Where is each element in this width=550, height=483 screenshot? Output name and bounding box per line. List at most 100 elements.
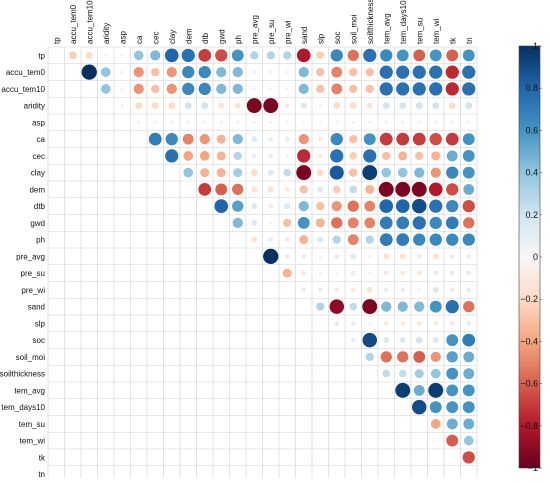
corr-circle-accu_tem0-cec (151, 67, 160, 77)
corr-circle-asp-tem_wi (434, 120, 438, 125)
corr-circle-ca-tem_wi (429, 132, 442, 146)
corr-circle-asp-ph (236, 120, 240, 125)
corr-circle-ca-sand (298, 134, 309, 145)
corr-circle-asp-tem_su (417, 120, 421, 125)
corr-circle-aridity-pre_wi (284, 103, 290, 109)
corr-circle-dem-gwd (215, 183, 228, 196)
corr-circle-accu_tem10-pre_wi (285, 87, 289, 91)
corr-circle-clay-tk (446, 166, 459, 179)
corr-circle-cec-sand (297, 149, 311, 163)
corr-circle-dem-soc (332, 185, 341, 194)
corr-circle-pre_su-sand (301, 270, 307, 276)
corr-circle-dtb-gwd (214, 199, 229, 213)
corr-circle-slp-tem_su (416, 320, 422, 326)
colorbar-tick-label: −0.6 (520, 379, 538, 389)
corr-circle-soilthickness-tem_days10 (398, 369, 407, 378)
colorbar-tick-label: 1 (533, 41, 538, 51)
corr-circle-asp-dtb (203, 120, 207, 125)
corr-circle-dem-tem_su (411, 181, 427, 197)
col-label-pre_avg: pre_avg (250, 15, 259, 44)
corr-circle-accu_tem0-tem_wi (429, 65, 443, 79)
colorbar-tick-label: −0.4 (520, 336, 538, 346)
colorbar-tick-label: 0.6 (525, 125, 538, 135)
corr-circle-aridity-dtb (201, 102, 209, 110)
corr-circle-accu_tem0-tem_su (412, 65, 426, 79)
corr-circle-ph-tem_days10 (396, 233, 410, 247)
corr-circle-aridity-tn (465, 102, 473, 110)
corr-circle-tp-soc (330, 49, 343, 62)
row-label-cec: cec (33, 152, 45, 161)
corr-circle-tp-pre_wi (283, 51, 292, 60)
corr-circle-gwd-soil_moi (347, 217, 359, 229)
row-label-ca: ca (37, 135, 46, 144)
corr-circle-pre_avg-tn (466, 253, 472, 259)
corr-circle-soilthickness-tem_avg (382, 369, 391, 378)
corr-circle-asp-tk (450, 120, 454, 125)
corr-circle-accu_tem10-pre_avg (252, 87, 256, 91)
corr-circle-sand-tem_days10 (397, 301, 408, 312)
corr-circle-pre_avg-pre_wi (284, 253, 290, 259)
corr-circle-asp-ca (137, 120, 141, 125)
col-label-tp: tp (52, 37, 61, 44)
corr-circle-tem_wi-tk (446, 434, 459, 447)
corr-circle-ca-soil_moi (349, 134, 358, 144)
corr-circle-gwd-tem_wi (429, 216, 442, 230)
corr-circle-accu_tem10-ca (133, 83, 144, 95)
corr-circle-ca-slp (317, 136, 323, 142)
corr-circle-accu_tem0-ph (232, 67, 243, 78)
row-label-sand: sand (28, 303, 45, 312)
corr-circle-ca-pre_avg (251, 136, 258, 143)
col-label-tem_days10: tem_days10 (399, 0, 408, 44)
corr-circle-clay-tem_days10 (397, 167, 408, 178)
corr-circle-sand-soc (329, 299, 345, 314)
corr-circle-slp-soc (334, 320, 340, 326)
corr-circle-pre_su-tem_su (416, 270, 422, 276)
col-label-tk: tk (448, 37, 457, 44)
corr-circle-slp-tn (466, 320, 472, 326)
corr-circle-sand-tn (463, 300, 475, 313)
col-label-cec: cec (151, 32, 160, 44)
corr-circle-soc-tem_days10 (399, 337, 406, 344)
corr-circle-sand-tem_avg (381, 301, 392, 312)
corr-circle-soil_moi-tem_wi (430, 351, 441, 363)
corr-circle-accu_tem0-soc (331, 66, 343, 78)
corr-circle-accu_tem10-gwd (216, 83, 227, 95)
corr-circle-tp-ph (231, 49, 244, 62)
corr-circle-ph-soilthickness (365, 235, 374, 244)
corr-circle-dtb-pre_su (268, 203, 274, 209)
corr-circle-clay-pre_wi (283, 168, 292, 177)
col-label-accu_tem10: accu_tem10 (85, 0, 94, 44)
colorbar-tick-label: −0.8 (520, 421, 538, 431)
corr-circle-accu_tem10-slp (316, 84, 325, 94)
corr-circle-tp-ca (133, 50, 144, 61)
corr-circle-asp-soilthickness (368, 120, 372, 125)
corr-circle-pre_avg-tk (449, 253, 455, 259)
corr-circle-asp-clay (170, 120, 174, 125)
corr-circle-pre_avg-tem_days10 (399, 253, 406, 260)
corr-circle-tp-soilthickness (363, 48, 377, 63)
corr-circle-clay-soc (329, 165, 344, 180)
corr-circle-tp-aridity (104, 53, 108, 58)
corr-circle-ph-tem_wi (429, 233, 442, 246)
corr-circle-pre_wi-tem_days10 (400, 287, 406, 293)
corr-circle-aridity-gwd (218, 102, 225, 109)
col-label-clay: clay (168, 30, 177, 44)
row-label-tem_su: tem_su (19, 420, 45, 429)
corr-circle-clay-soilthickness (362, 165, 378, 181)
col-label-asp: asp (118, 31, 127, 44)
corr-circle-asp-pre_avg (252, 120, 256, 125)
corr-circle-tem_days10-tem_su (411, 399, 427, 415)
corr-circle-gwd-soilthickness (364, 217, 376, 229)
row-label-pre_wi: pre_wi (21, 286, 45, 295)
corr-circle-slp-tk (449, 320, 455, 326)
corr-circle-gwd-slp (315, 218, 325, 228)
corr-circle-soil_moi-tn (463, 351, 475, 363)
correlation-circles (68, 48, 476, 464)
corr-circle-ca-tem_avg (379, 132, 393, 146)
corr-circle-accu_tem10-pre_su (269, 87, 273, 91)
corr-circle-aridity-cec (151, 102, 159, 110)
corr-circle-ph-pre_su (268, 237, 274, 243)
col-label-tem_wi: tem_wi (432, 18, 441, 44)
corr-circle-dtb-ph (232, 200, 244, 212)
